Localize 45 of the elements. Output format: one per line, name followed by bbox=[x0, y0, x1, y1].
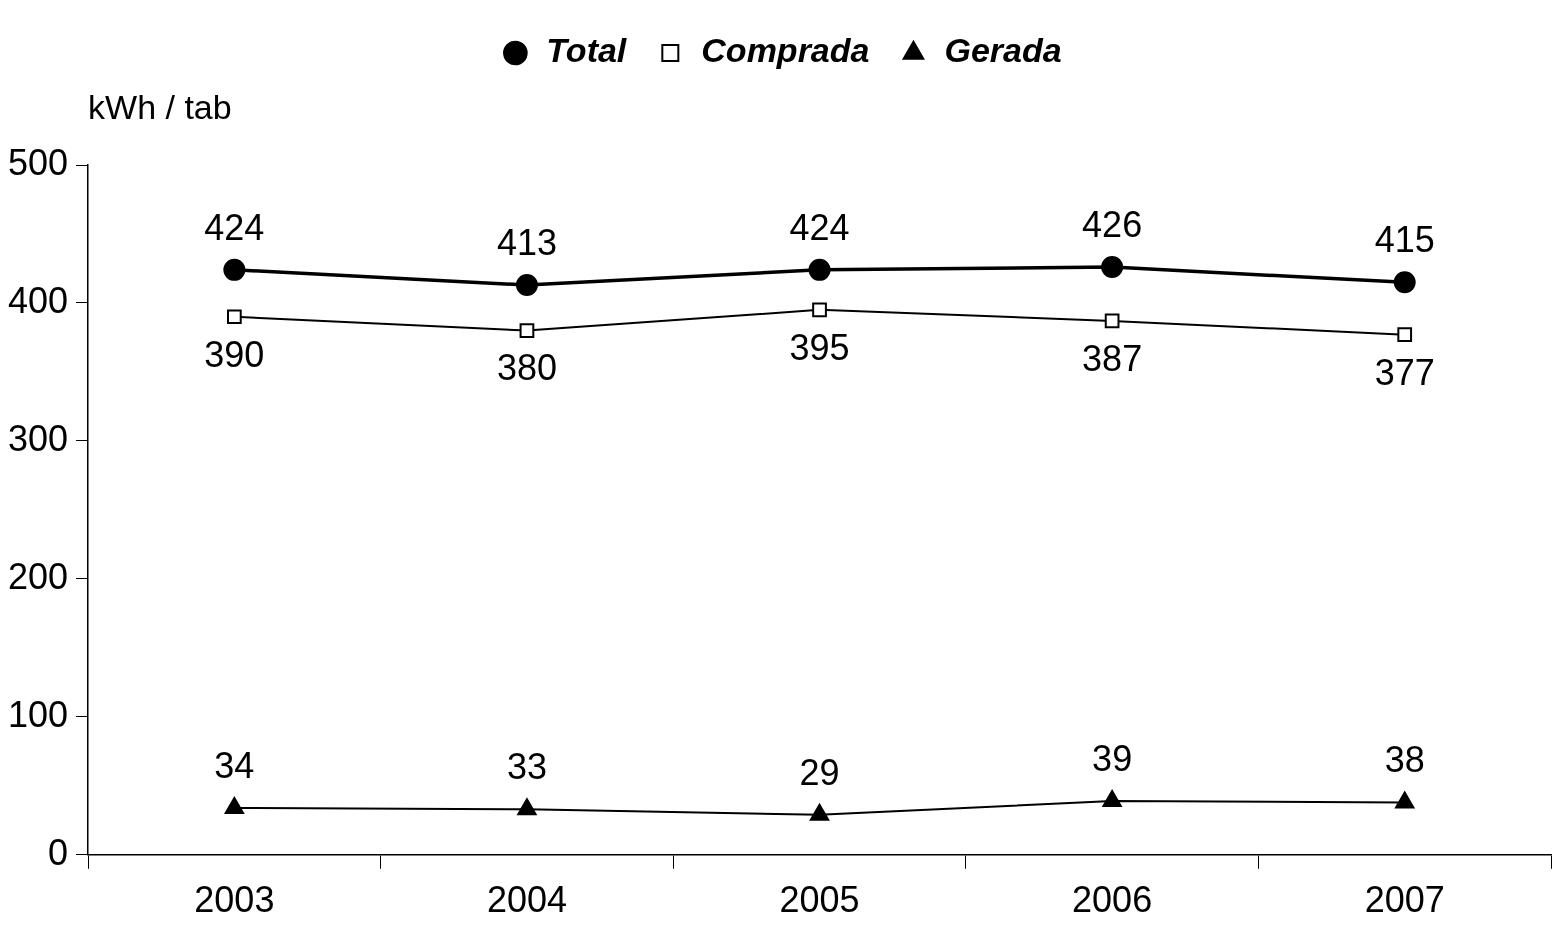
legend-label: Gerada bbox=[944, 31, 1062, 70]
data-label: 415 bbox=[1374, 219, 1435, 261]
data-label: 424 bbox=[204, 206, 265, 248]
data-label: 38 bbox=[1384, 739, 1425, 781]
y-tick-label: 300 bbox=[7, 417, 69, 459]
data-label: 413 bbox=[496, 221, 557, 263]
data-label: 34 bbox=[214, 744, 255, 786]
point bbox=[808, 258, 831, 281]
y-tick-label: 500 bbox=[7, 141, 69, 183]
x-tick-label: 2005 bbox=[779, 879, 860, 921]
legend-label: Total bbox=[546, 31, 628, 70]
data-label: 377 bbox=[1374, 351, 1435, 393]
y-tick-label: 100 bbox=[7, 693, 69, 735]
point bbox=[1397, 327, 1413, 343]
point bbox=[515, 274, 538, 297]
data-label: 395 bbox=[789, 326, 850, 368]
y-tick-label: 0 bbox=[48, 831, 69, 873]
legend-label: Comprada bbox=[701, 31, 870, 70]
x-tick-label: 2006 bbox=[1072, 879, 1153, 921]
data-label: 39 bbox=[1092, 737, 1133, 779]
point bbox=[809, 803, 830, 821]
data-label: 426 bbox=[1082, 204, 1143, 246]
point bbox=[1393, 271, 1416, 294]
point bbox=[1102, 790, 1122, 807]
x-tick-label: 2004 bbox=[486, 879, 567, 921]
point bbox=[519, 323, 535, 338]
point bbox=[517, 798, 537, 816]
y-axis-title: kWh / tab bbox=[88, 88, 232, 127]
point bbox=[224, 796, 245, 814]
y-tick-label: 200 bbox=[7, 555, 69, 597]
x-tick-label: 2007 bbox=[1364, 879, 1445, 921]
point bbox=[812, 302, 827, 318]
point bbox=[1101, 256, 1124, 279]
data-label: 29 bbox=[799, 751, 840, 793]
data-label: 390 bbox=[204, 333, 265, 375]
point bbox=[1104, 313, 1120, 329]
point bbox=[223, 258, 246, 281]
data-label: 387 bbox=[1082, 337, 1143, 379]
data-label: 33 bbox=[506, 746, 547, 788]
data-label: 380 bbox=[496, 347, 557, 389]
data-label: 424 bbox=[789, 206, 850, 248]
y-tick-label: 400 bbox=[7, 279, 69, 321]
x-tick-label: 2003 bbox=[194, 879, 275, 921]
point bbox=[226, 309, 242, 325]
point bbox=[1395, 791, 1415, 809]
